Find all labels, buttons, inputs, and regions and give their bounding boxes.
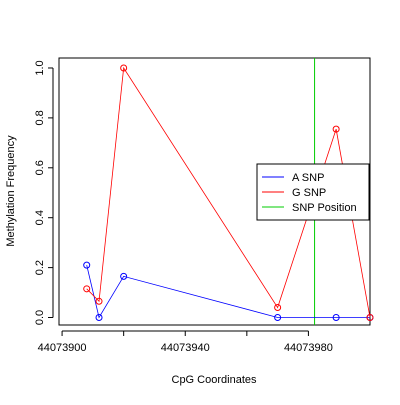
data-point bbox=[95, 314, 103, 322]
x-axis: 44073900 44073940 44073980 bbox=[38, 330, 333, 354]
data-point bbox=[95, 297, 103, 305]
data-point bbox=[332, 125, 340, 133]
data-point bbox=[83, 285, 91, 293]
x-tick-label: 44073940 bbox=[161, 342, 210, 354]
y-tick-label: 0.4 bbox=[34, 210, 46, 225]
y-tick-label: 0.8 bbox=[34, 110, 46, 125]
data-point bbox=[366, 314, 374, 322]
series-g-snp bbox=[83, 64, 374, 322]
series-line bbox=[86, 265, 370, 319]
legend-label: SNP Position bbox=[292, 202, 357, 214]
y-tick-label: 0.6 bbox=[34, 160, 46, 175]
legend-items: A SNP G SNP SNP Position bbox=[262, 172, 357, 214]
data-point bbox=[120, 272, 128, 280]
data-point bbox=[274, 304, 282, 312]
x-tick-label: 44073980 bbox=[284, 342, 333, 354]
data-point bbox=[274, 314, 282, 322]
plot-area-frame bbox=[58, 57, 371, 326]
y-tick-label: 0.0 bbox=[34, 310, 46, 325]
series-layer bbox=[83, 64, 374, 322]
y-tick-label: 1.0 bbox=[34, 60, 46, 75]
legend-label: G SNP bbox=[292, 187, 326, 199]
x-tick-label: 44073900 bbox=[38, 342, 87, 354]
data-point bbox=[332, 314, 340, 322]
y-axis: 0.0 0.2 0.4 0.6 0.8 1.0 bbox=[34, 60, 54, 325]
x-axis-title: CpG Coordinates bbox=[172, 374, 257, 386]
y-tick-label: 0.2 bbox=[34, 260, 46, 275]
legend: A SNP G SNP SNP Position bbox=[256, 163, 370, 221]
data-point bbox=[120, 64, 128, 72]
legend-label: A SNP bbox=[292, 172, 324, 184]
y-axis-title: Methylation Frequency bbox=[5, 135, 17, 247]
data-point bbox=[83, 261, 91, 269]
